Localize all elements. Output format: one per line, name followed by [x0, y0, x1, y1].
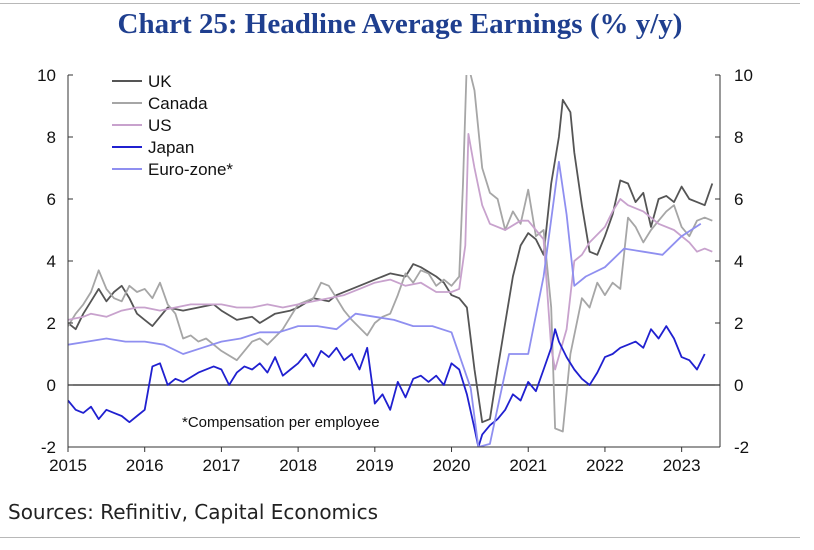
- x-tick-label: 2015: [49, 456, 87, 475]
- chart-title: Chart 25: Headline Average Earnings (% y…: [117, 8, 683, 40]
- series-line-uk: [68, 98, 714, 424]
- x-tick-label: 2019: [356, 456, 394, 475]
- x-tick-label: 2020: [433, 456, 471, 475]
- series-line-euro-zone: [68, 160, 702, 447]
- y-tick-label-right: 4: [734, 252, 743, 271]
- x-tick-label: 2018: [279, 456, 317, 475]
- y-tick-label-left: -2: [41, 438, 56, 457]
- x-tick-label: 2021: [509, 456, 547, 475]
- x-tick-label: 2022: [586, 456, 624, 475]
- y-tick-label-right: 8: [734, 128, 743, 147]
- y-tick-label-left: 4: [47, 252, 56, 271]
- series-line-japan: [68, 325, 706, 447]
- y-tick-label-left: 2: [47, 314, 56, 333]
- legend: UK Canada US Japan Euro-zone*: [112, 72, 233, 179]
- top-rule: [0, 3, 800, 4]
- y-tick-label-right: 0: [734, 376, 743, 395]
- x-tick-label: 2017: [202, 456, 240, 475]
- legend-label-canada: Canada: [148, 94, 208, 113]
- y-tick-label-right: 6: [734, 190, 743, 209]
- x-tick-label: 2023: [663, 456, 701, 475]
- legend-label-uk: UK: [148, 72, 172, 91]
- legend-label-japan: Japan: [148, 138, 194, 157]
- x-tick-label: 2016: [126, 456, 164, 475]
- legend-label-euro-zone: Euro-zone*: [148, 160, 233, 179]
- y-tick-label-left: 10: [37, 66, 56, 85]
- y-tick-label-left: 8: [47, 128, 56, 147]
- y-tick-label-left: 0: [47, 376, 56, 395]
- series-line-us: [68, 133, 713, 371]
- y-tick-label-right: -2: [734, 438, 749, 457]
- y-tick-label-left: 6: [47, 190, 56, 209]
- y-tick-label-right: 2: [734, 314, 743, 333]
- annotation: *Compensation per employee: [182, 414, 380, 431]
- legend-label-us: US: [148, 116, 172, 135]
- bottom-rule: [0, 537, 800, 538]
- source-note: Sources: Refinitiv, Capital Economics: [8, 500, 379, 524]
- y-tick-label-right: 10: [734, 66, 753, 85]
